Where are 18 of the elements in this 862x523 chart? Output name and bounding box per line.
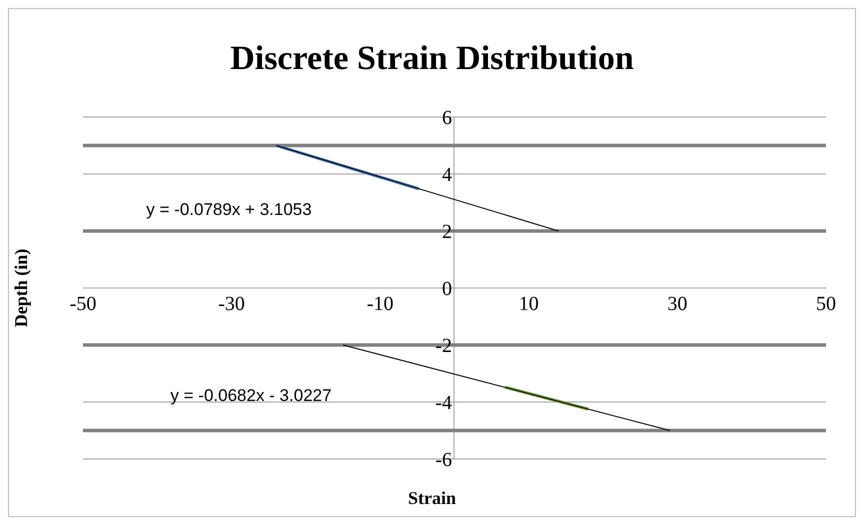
- y-tick-label: -6: [435, 449, 452, 471]
- x-tick-label: -50: [70, 293, 96, 315]
- chart-title: Discrete Strain Distribution: [230, 40, 634, 77]
- x-tick-label: 10: [518, 293, 539, 315]
- y-axis-title: Depth (in): [11, 248, 31, 328]
- x-tick-label: -30: [218, 293, 245, 315]
- x-tick-label: -10: [366, 293, 394, 315]
- y-tick-label: 0: [442, 278, 452, 300]
- x-tick-label: 50: [816, 293, 836, 315]
- y-tick-label: 6: [442, 107, 452, 129]
- x-tick-label: 30: [667, 293, 688, 315]
- y-tick-label: -4: [435, 392, 452, 414]
- annotation: y = -0.0682x - 3.0227: [170, 386, 332, 405]
- annotation: y = -0.0789x + 3.1053: [146, 200, 312, 219]
- y-tick-label: 2: [442, 221, 452, 243]
- x-axis-title: Strain: [408, 488, 456, 508]
- y-tick-label: 4: [442, 164, 452, 186]
- y-tick-label: -2: [435, 335, 452, 357]
